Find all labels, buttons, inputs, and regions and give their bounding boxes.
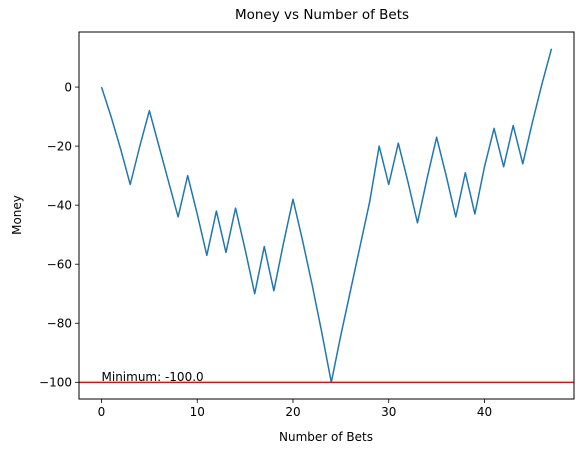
series-line-0 [100, 48, 553, 384]
x-tick-label: 40 [477, 405, 492, 419]
x-axis-label: Number of Bets [279, 430, 373, 444]
x-tick-label: 0 [98, 405, 106, 419]
y-tick-label: −80 [47, 316, 72, 330]
x-tick-label: 30 [381, 405, 396, 419]
y-tick-label: −100 [39, 376, 72, 390]
chart-title: Money vs Number of Bets [235, 7, 409, 23]
plot-area: Minimum: -100.0 [79, 48, 574, 384]
axes-frame [78, 31, 575, 400]
y-axis: −100 −80 −60 −40 −20 0 [39, 80, 79, 390]
y-tick-label: −20 [47, 139, 72, 153]
x-tick-label: 10 [190, 405, 205, 419]
x-tick-label: 20 [285, 405, 300, 419]
y-axis-label: Money [10, 195, 24, 235]
x-axis: 0 10 20 30 40 [98, 399, 492, 419]
y-tick-label: −40 [47, 198, 72, 212]
y-tick-label: −60 [47, 257, 72, 271]
minimum-annotation: Minimum: -100.0 [102, 370, 204, 384]
y-tick-label: 0 [64, 80, 72, 94]
